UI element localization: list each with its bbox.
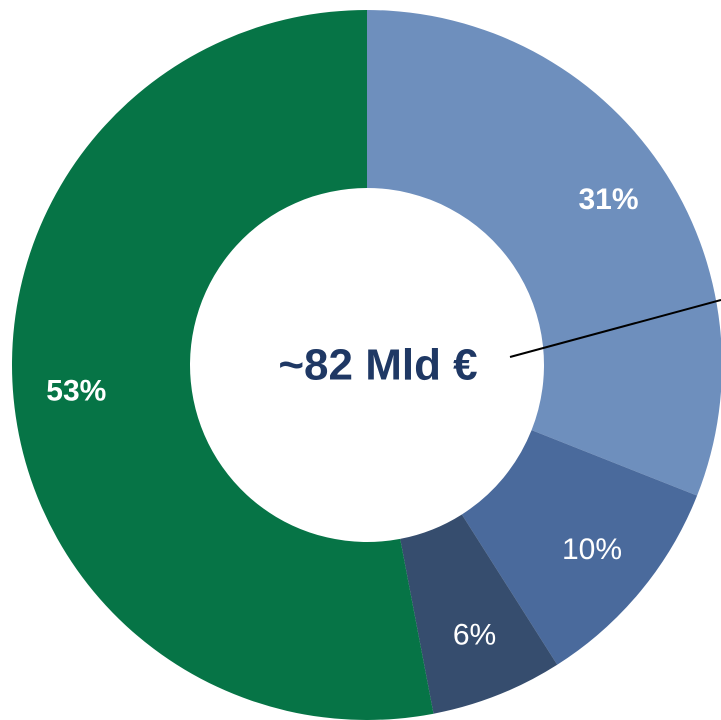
leader-line [509, 299, 721, 358]
slice-label: 10% [562, 533, 622, 566]
slice [461, 430, 698, 665]
center-label: ~82 Mld € [278, 341, 477, 390]
slices [11, 10, 721, 720]
slice [367, 10, 721, 496]
slice-label: 31% [578, 183, 638, 216]
slice [400, 514, 558, 714]
slice-label: 6% [453, 618, 496, 651]
slice [11, 10, 434, 720]
slice-label: 53% [46, 374, 106, 407]
